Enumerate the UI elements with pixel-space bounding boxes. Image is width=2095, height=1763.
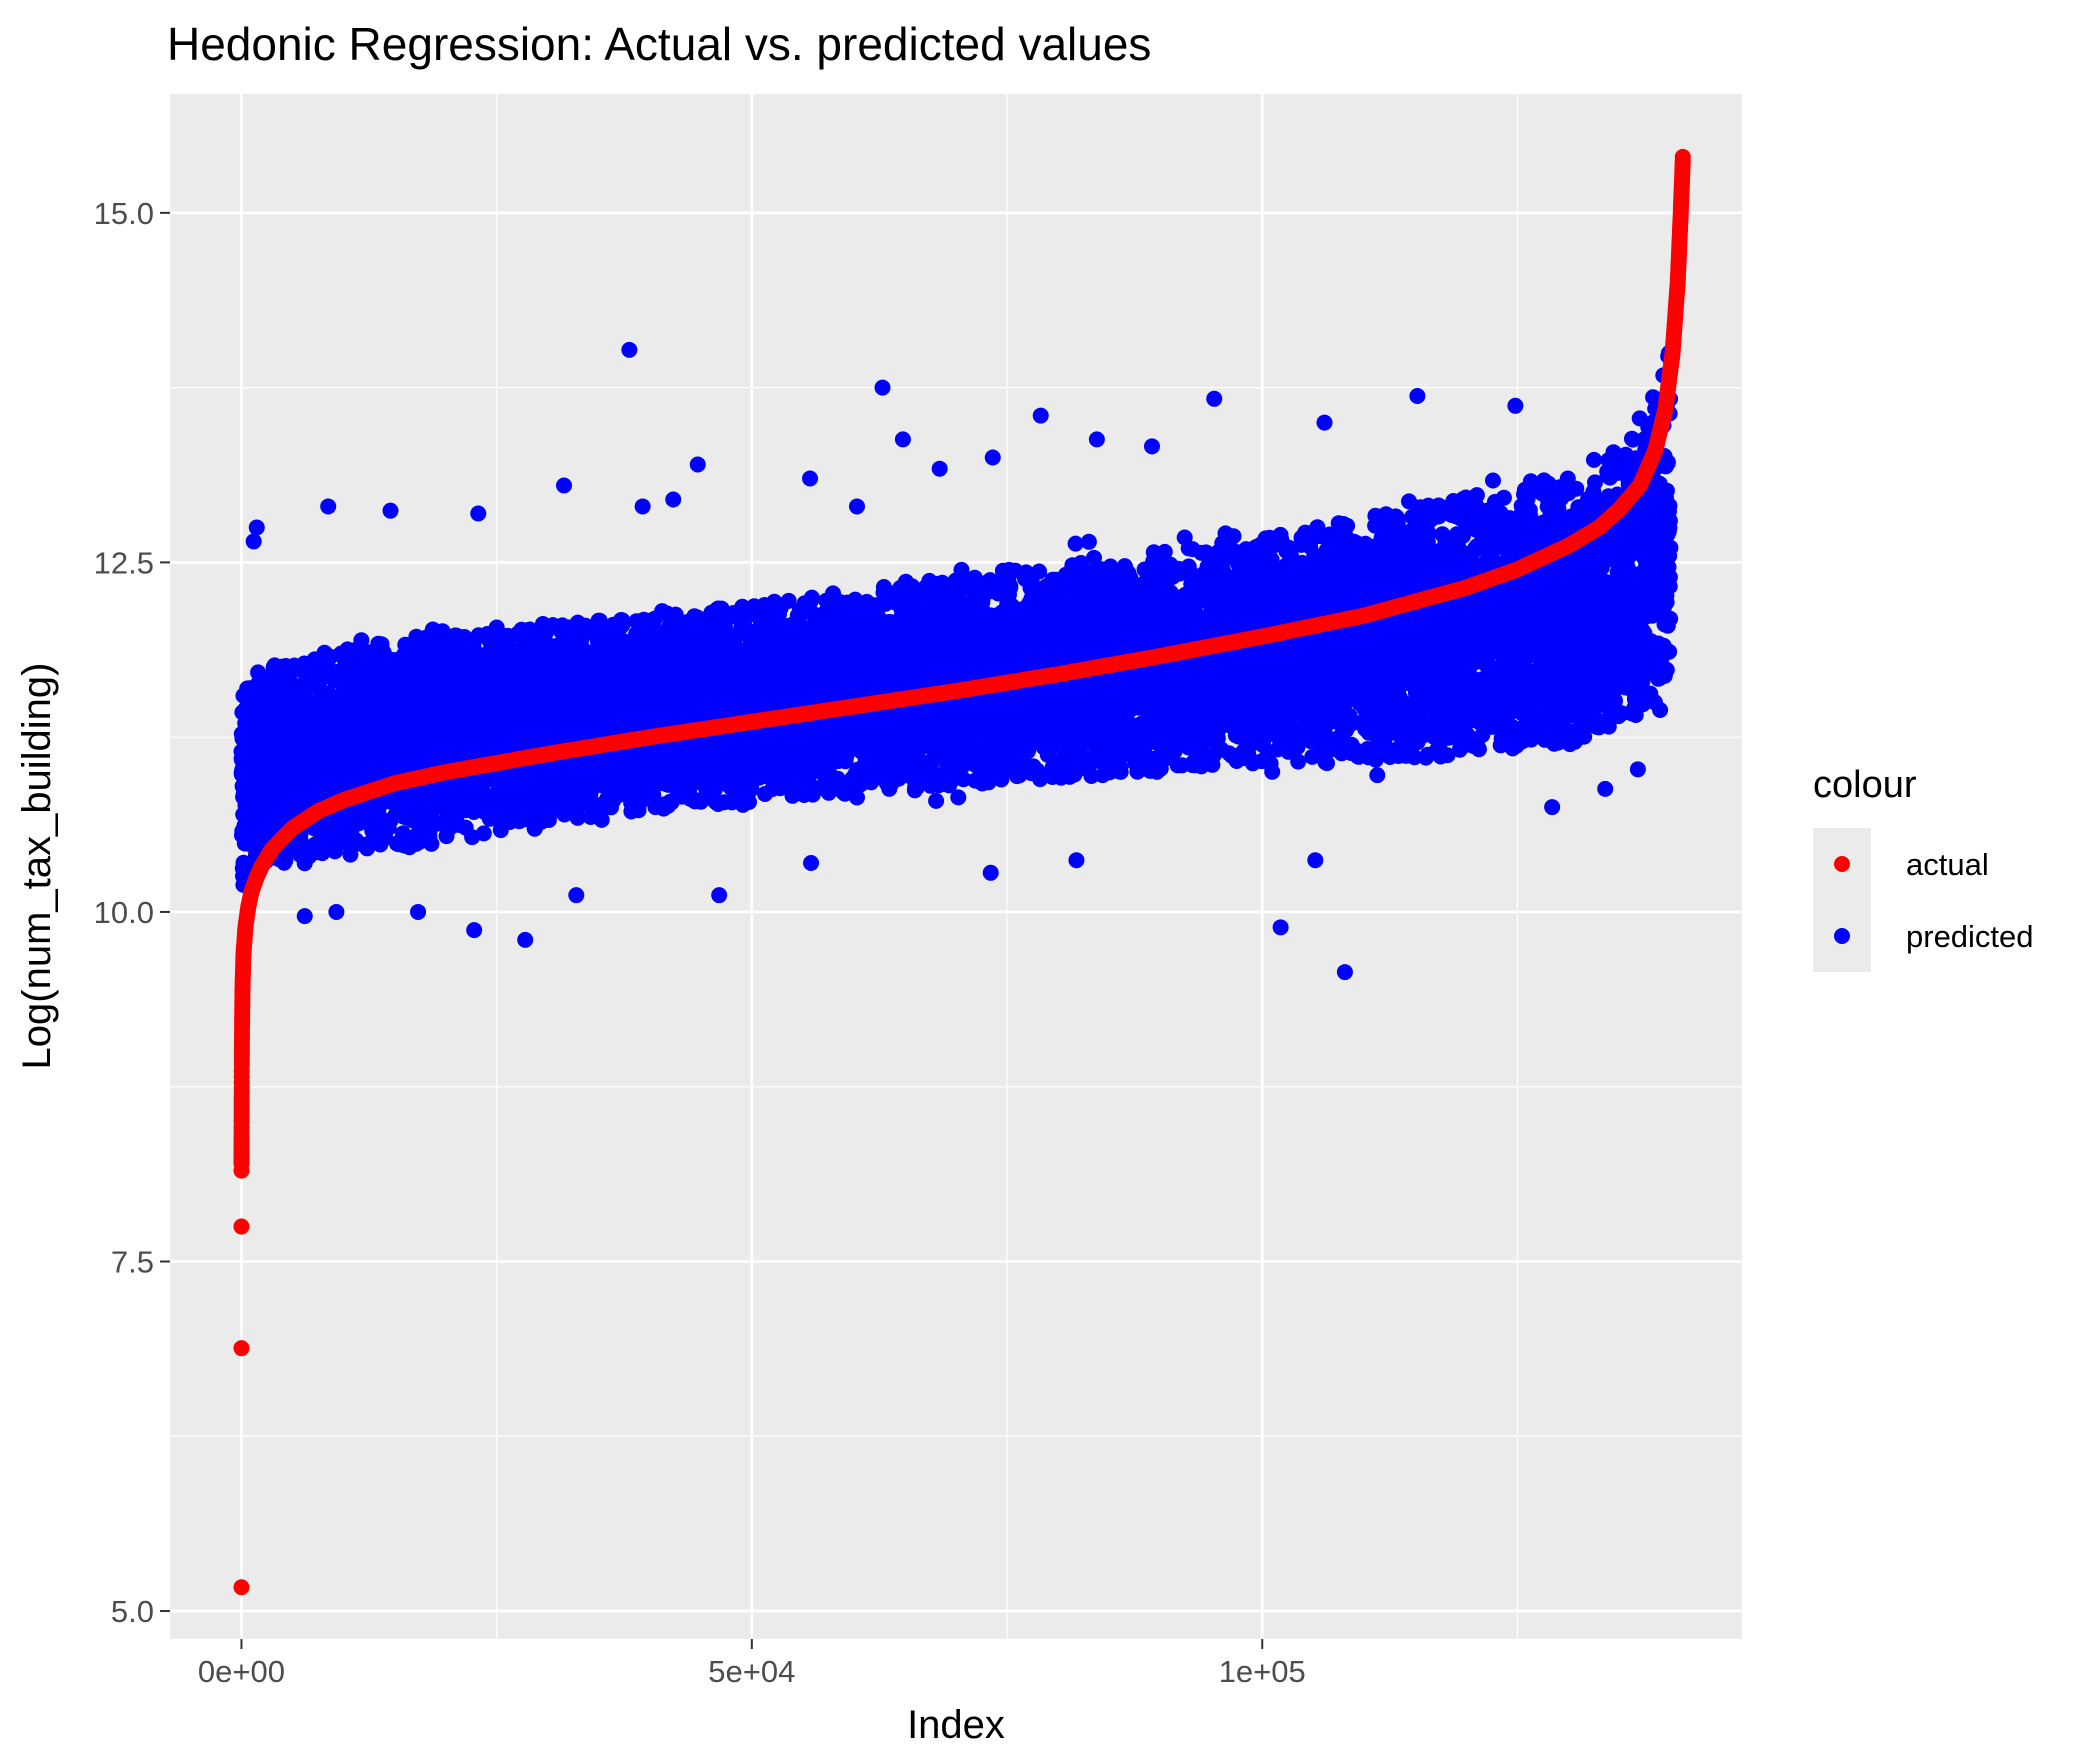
plot-panel <box>170 94 1742 1639</box>
predicted-point <box>1081 534 1097 550</box>
predicted-point <box>928 793 944 809</box>
chart-title: Hedonic Regression: Actual vs. predicted… <box>167 18 1151 70</box>
